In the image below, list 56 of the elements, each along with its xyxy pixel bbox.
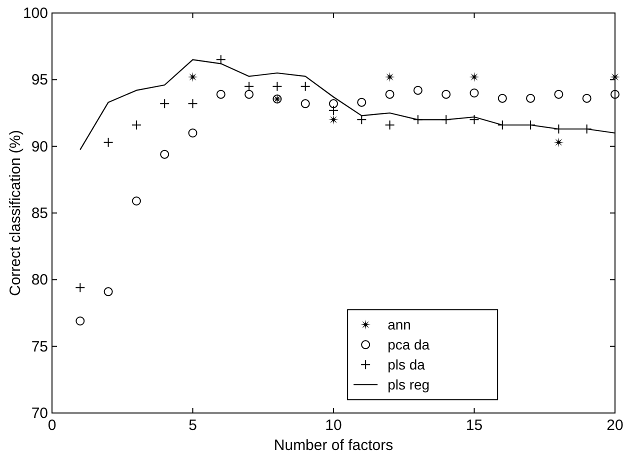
point (385, 90, 394, 99)
point (160, 150, 170, 159)
point (384, 120, 395, 130)
point (328, 114, 338, 125)
y-tick-label: 80 (31, 272, 48, 289)
y-tick-label: 70 (31, 405, 48, 422)
point (384, 72, 395, 82)
point (554, 137, 564, 148)
y-tick-label: 95 (31, 72, 48, 89)
point (300, 81, 310, 92)
x-tick-label: 15 (466, 417, 483, 434)
point (188, 128, 198, 138)
point (554, 90, 564, 99)
x-axis-title: Number of factors (274, 437, 394, 454)
point (244, 81, 254, 92)
point (582, 94, 592, 103)
y-axis-title: Correct classification (%) (7, 130, 24, 296)
point (357, 98, 366, 107)
legend-label: ann (388, 316, 411, 333)
legend-label: pls da (388, 356, 426, 373)
point (244, 90, 254, 99)
y-tick-label: 100 (22, 5, 48, 22)
x-tick-label: 20 (606, 417, 624, 434)
x-tick-label: 10 (325, 417, 342, 434)
point (188, 72, 198, 82)
x-tick-label: 0 (48, 417, 56, 434)
point (356, 114, 367, 125)
point (610, 72, 620, 82)
point (272, 81, 282, 92)
y-tick-label: 90 (31, 138, 48, 156)
point (216, 54, 226, 65)
y-tick-label: 85 (31, 205, 48, 222)
point (469, 72, 480, 82)
point (610, 90, 620, 99)
point (498, 94, 507, 103)
point (188, 98, 198, 109)
point (328, 105, 338, 116)
point (103, 137, 114, 148)
point (160, 98, 170, 109)
point (216, 90, 226, 99)
y-tick-label: 75 (31, 338, 48, 356)
point (75, 282, 86, 293)
point (470, 88, 479, 98)
legend-label: pca da (388, 336, 430, 353)
point (526, 94, 536, 103)
x-tick-label: 5 (188, 417, 197, 434)
point (469, 114, 480, 125)
point (76, 316, 85, 326)
point (300, 99, 310, 108)
legend-label: pls reg (388, 376, 430, 393)
point (104, 287, 113, 296)
point (329, 99, 338, 108)
point (132, 196, 141, 206)
point (442, 90, 451, 99)
point (131, 120, 142, 130)
point (413, 86, 422, 95)
